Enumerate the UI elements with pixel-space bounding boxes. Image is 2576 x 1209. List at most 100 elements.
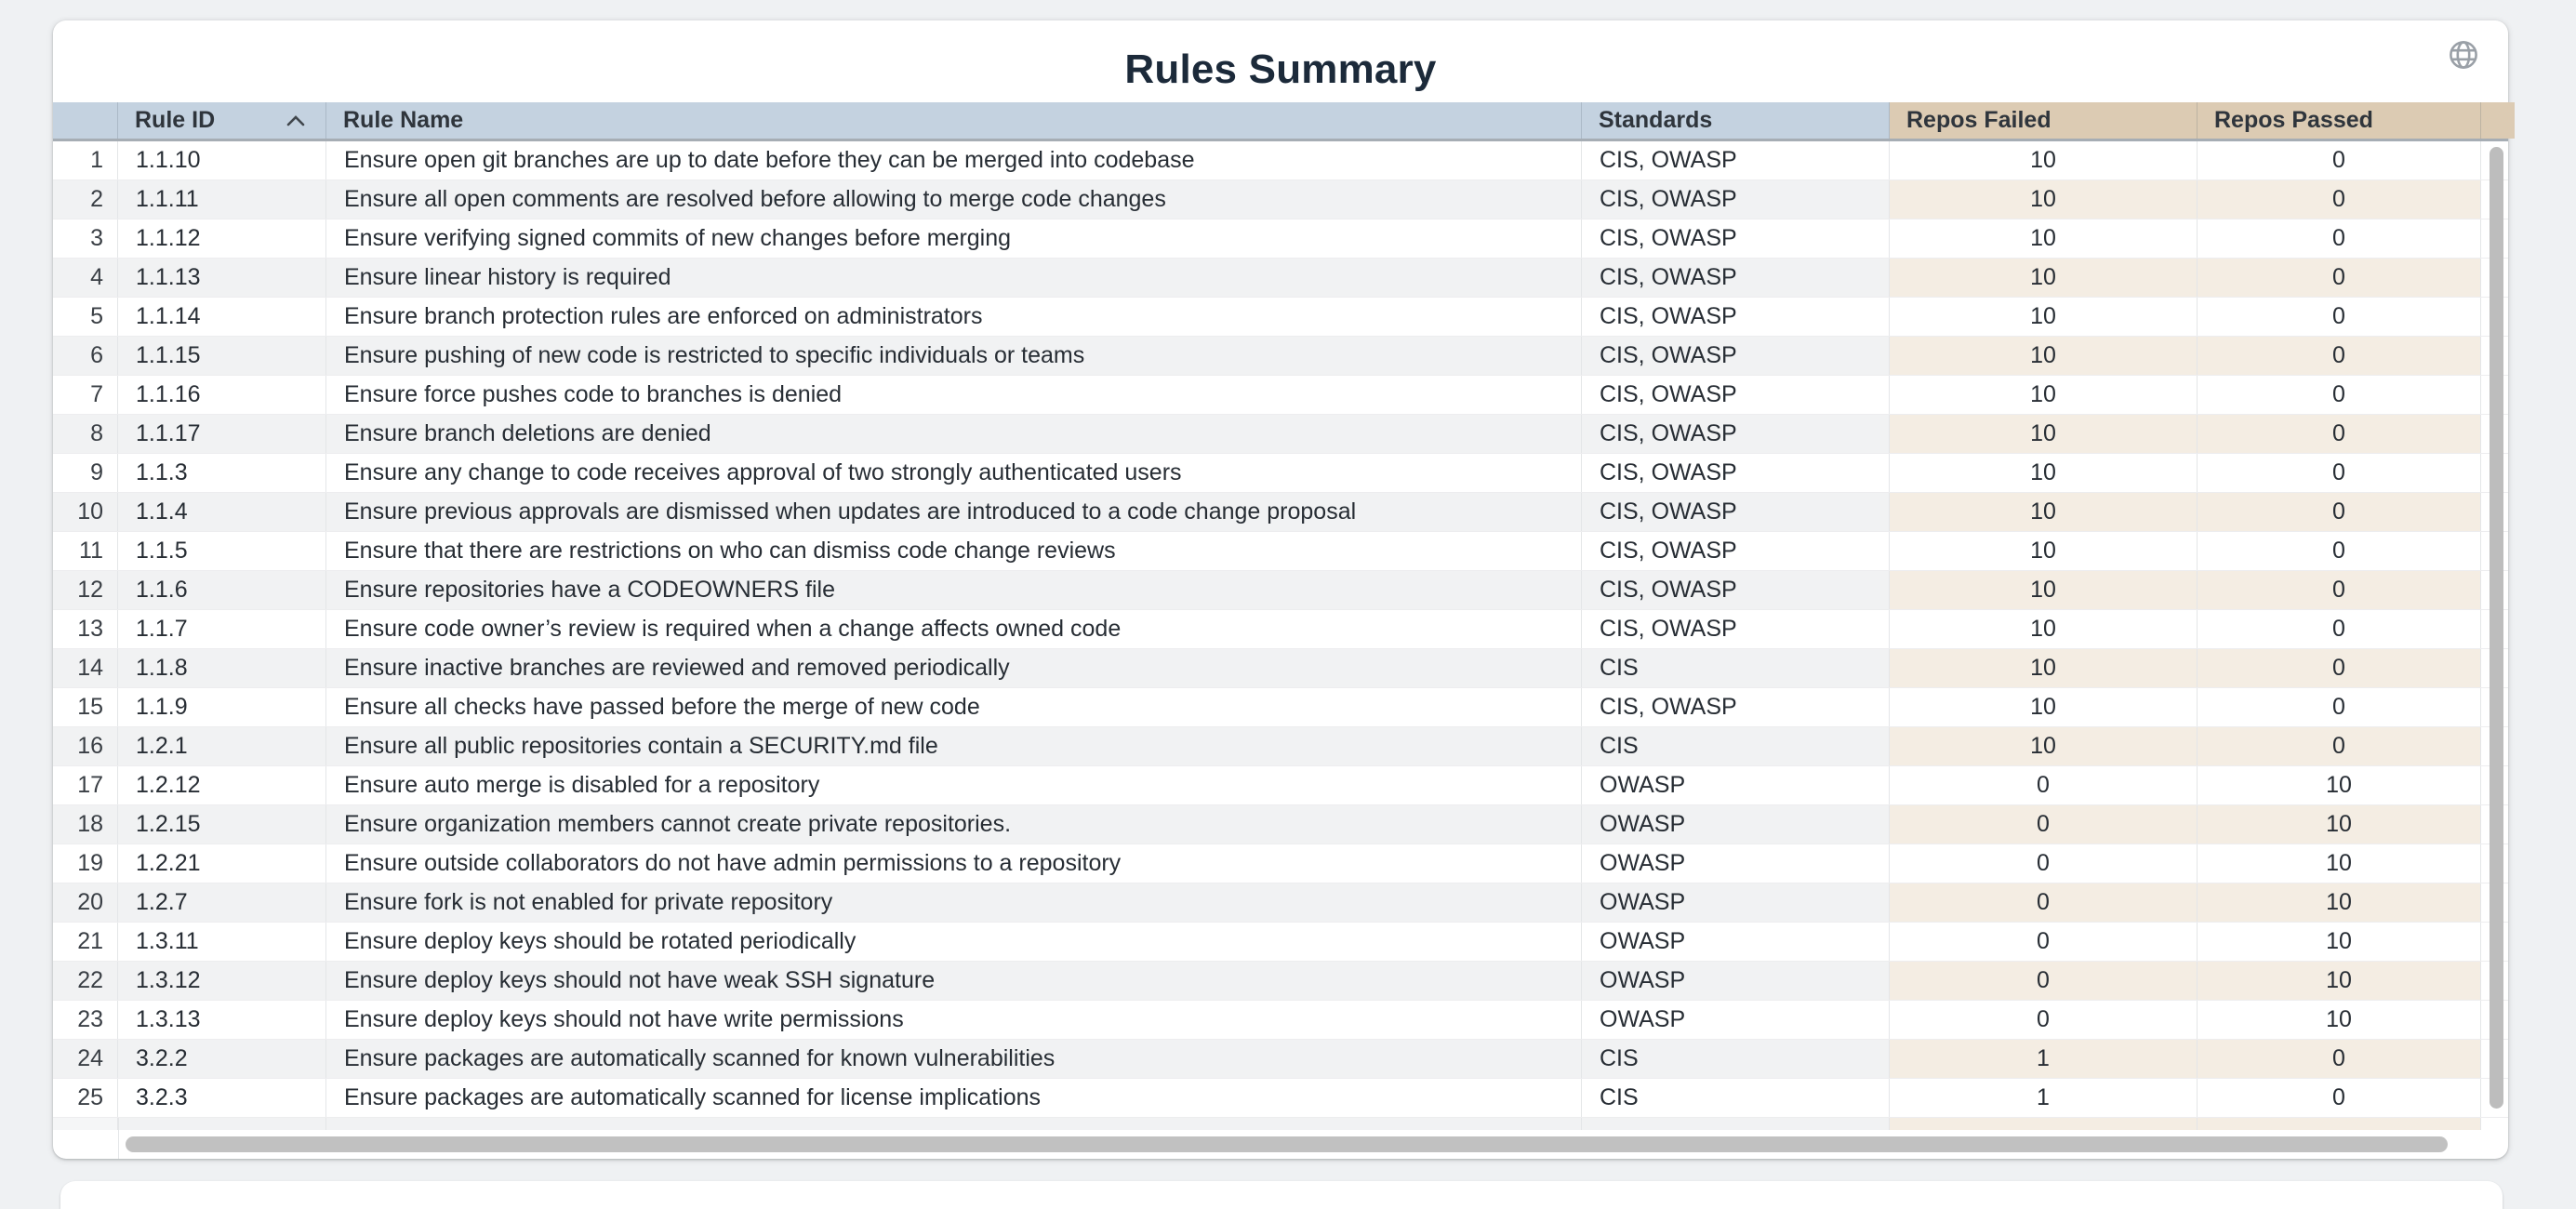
table-row[interactable]: 8 1.1.17 Ensure branch deletions are denie… (53, 415, 2508, 454)
cell-rule-id: 1.1.15 (118, 337, 326, 375)
cell-rule-name: Ensure pushing of new code is restricted… (326, 337, 1582, 375)
cell-standards: OWASP (1582, 923, 1890, 961)
header-cell-scrollbar-gutter (2481, 102, 2515, 139)
horizontal-scrollbar-thumb[interactable] (126, 1136, 2448, 1152)
cell-repos-failed: 10 (1890, 298, 2198, 336)
cell-repos-failed: 0 (1890, 844, 2198, 883)
table-row[interactable]: 2 1.1.11 Ensure all open comments are reso… (53, 180, 2508, 219)
globe-icon (2448, 39, 2479, 71)
cell-repos-failed: 0 (1890, 805, 2198, 844)
table-row[interactable]: 9 1.1.3 Ensure any change to code receives… (53, 454, 2508, 493)
cell-rule-id: 1.3.11 (118, 923, 326, 961)
cell-repos-passed: 10 (2198, 923, 2481, 961)
cell-rule-name: Ensure all open comments are resolved be… (326, 180, 1582, 219)
horizontal-scrollbar[interactable] (118, 1133, 2508, 1157)
cell-rule-name: Ensure inactive branches are reviewed an… (326, 649, 1582, 687)
table-row[interactable]: 7 1.1.16 Ensure force pushes code to branc… (53, 376, 2508, 415)
header-cell-repos-passed[interactable]: Repos Passed (2198, 102, 2481, 139)
table-row[interactable]: 11 1.1.5 Ensure that there are restriction… (53, 532, 2508, 571)
cell-row-number: 16 (53, 727, 118, 765)
table-row[interactable]: 14 1.1.8 Ensure inactive branches are revi… (53, 649, 2508, 688)
cell-standards: OWASP (1582, 1001, 1890, 1039)
cell-standards: CIS, OWASP (1582, 141, 1890, 179)
cell-rule-name: Ensure all checks have passed before the… (326, 688, 1582, 726)
cell-repos-passed: 0 (2198, 649, 2481, 687)
table-row[interactable]: 3 1.1.12 Ensure verifying signed commits o… (53, 219, 2508, 259)
table-row[interactable]: 20 1.2.7 Ensure fork is not enabled for pr… (53, 884, 2508, 923)
cell-repos-failed: 10 (1890, 571, 2198, 609)
cell-standards: CIS, OWASP (1582, 376, 1890, 414)
cell-rule-name: Ensure that there are restrictions on wh… (326, 532, 1582, 570)
table-row[interactable]: 18 1.2.15 Ensure organization members cann… (53, 805, 2508, 844)
report-card: Rules Summary Rule ID (53, 20, 2515, 1159)
cell-rule-id: 1.2.15 (118, 805, 326, 844)
cell-rule-name: Ensure auto merge is disabled for a repo… (326, 766, 1582, 804)
header-label-repos-passed: Repos Passed (2214, 107, 2373, 133)
header-cell-standards[interactable]: Standards (1582, 102, 1890, 139)
cell-standards: CIS, OWASP (1582, 219, 1890, 258)
cell-row-number: 2 (53, 180, 118, 219)
cell-repos-passed: 0 (2198, 219, 2481, 258)
cell-rule-name: Ensure deploy keys should not have write… (326, 1001, 1582, 1039)
cell-repos-passed: 0 (2198, 298, 2481, 336)
table-row[interactable]: 1 1.1.10 Ensure open git branches are up t… (53, 141, 2508, 180)
card-header: Rules Summary (53, 20, 2508, 102)
table-row[interactable]: 21 1.3.11 Ensure deploy keys should be rot… (53, 923, 2508, 962)
cell-row-number: 11 (53, 532, 118, 570)
table-row[interactable]: 17 1.2.12 Ensure auto merge is disabled fo… (53, 766, 2508, 805)
header-label-repos-failed: Repos Failed (1906, 107, 2052, 133)
cell-rule-id: 1.1.10 (118, 141, 326, 179)
table-row[interactable]: 23 1.3.13 Ensure deploy keys should not ha… (53, 1001, 2508, 1040)
cell-row-number: 19 (53, 844, 118, 883)
cell-repos-failed: 10 (1890, 141, 2198, 179)
table-body: 1 1.1.10 Ensure open git branches are up t… (53, 141, 2508, 1118)
cell-repos-passed: 0 (2198, 532, 2481, 570)
table-header-row: Rule ID Rule Name Standards Repos Failed (53, 102, 2515, 141)
cell-standards: CIS, OWASP (1582, 571, 1890, 609)
cell-standards: CIS, OWASP (1582, 415, 1890, 453)
cell-repos-failed: 10 (1890, 454, 2198, 492)
table-row[interactable]: 15 1.1.9 Ensure all checks have passed bef… (53, 688, 2508, 727)
cell-repos-failed: 10 (1890, 415, 2198, 453)
cell-rule-id: 1.1.17 (118, 415, 326, 453)
cell-row-number: 17 (53, 766, 118, 804)
header-cell-repos-failed[interactable]: Repos Failed (1890, 102, 2198, 139)
table-row[interactable]: 4 1.1.13 Ensure linear history is required… (53, 259, 2508, 298)
cell-standards: CIS, OWASP (1582, 180, 1890, 219)
cell-rule-id (118, 1118, 326, 1130)
vertical-scrollbar-thumb[interactable] (2490, 147, 2503, 1109)
table-row[interactable]: 19 1.2.21 Ensure outside collaborators do … (53, 844, 2508, 884)
table-row[interactable]: 16 1.2.1 Ensure all public repositories co… (53, 727, 2508, 766)
table-row[interactable]: 13 1.1.7 Ensure code owner’s review is req… (53, 610, 2508, 649)
table-row[interactable]: 10 1.1.4 Ensure previous approvals are dis… (53, 493, 2508, 532)
cell-rule-id: 3.2.3 (118, 1079, 326, 1117)
cell-rule-id: 1.1.6 (118, 571, 326, 609)
table-row[interactable]: 5 1.1.14 Ensure branch protection rules ar… (53, 298, 2508, 337)
table-row[interactable]: 12 1.1.6 Ensure repositories have a CODEOW… (53, 571, 2508, 610)
header-cell-rule-id[interactable]: Rule ID (118, 102, 326, 139)
header-cell-rule-name[interactable]: Rule Name (326, 102, 1582, 139)
cell-repos-passed: 0 (2198, 415, 2481, 453)
cell-repos-failed: 0 (1890, 923, 2198, 961)
cell-standards: CIS, OWASP (1582, 493, 1890, 531)
cell-repos-passed: 0 (2198, 259, 2481, 297)
table-row[interactable]: 24 3.2.2 Ensure packages are automatically… (53, 1040, 2508, 1079)
cell-row-number: 18 (53, 805, 118, 844)
table-row[interactable]: 25 3.2.3 Ensure packages are automatically… (53, 1079, 2508, 1118)
vertical-scrollbar[interactable] (2486, 141, 2506, 1130)
cell-standards: CIS, OWASP (1582, 337, 1890, 375)
cell-row-number: 7 (53, 376, 118, 414)
cell-repos-failed: 0 (1890, 766, 2198, 804)
cell-rule-id: 1.1.12 (118, 219, 326, 258)
cell-rule-id: 1.1.4 (118, 493, 326, 531)
sort-ascending-icon[interactable] (285, 113, 309, 127)
cell-rule-id: 1.2.12 (118, 766, 326, 804)
cell-rule-name: Ensure force pushes code to branches is … (326, 376, 1582, 414)
cell-row-number: 22 (53, 962, 118, 1000)
cell-repos-passed: 10 (2198, 962, 2481, 1000)
cell-rule-id: 1.3.12 (118, 962, 326, 1000)
table-row[interactable]: 22 1.3.12 Ensure deploy keys should not ha… (53, 962, 2508, 1001)
cell-repos-failed: 1 (1890, 1079, 2198, 1117)
table-row[interactable]: 6 1.1.15 Ensure pushing of new code is res… (53, 337, 2508, 376)
cell-standards: CIS (1582, 1079, 1890, 1117)
